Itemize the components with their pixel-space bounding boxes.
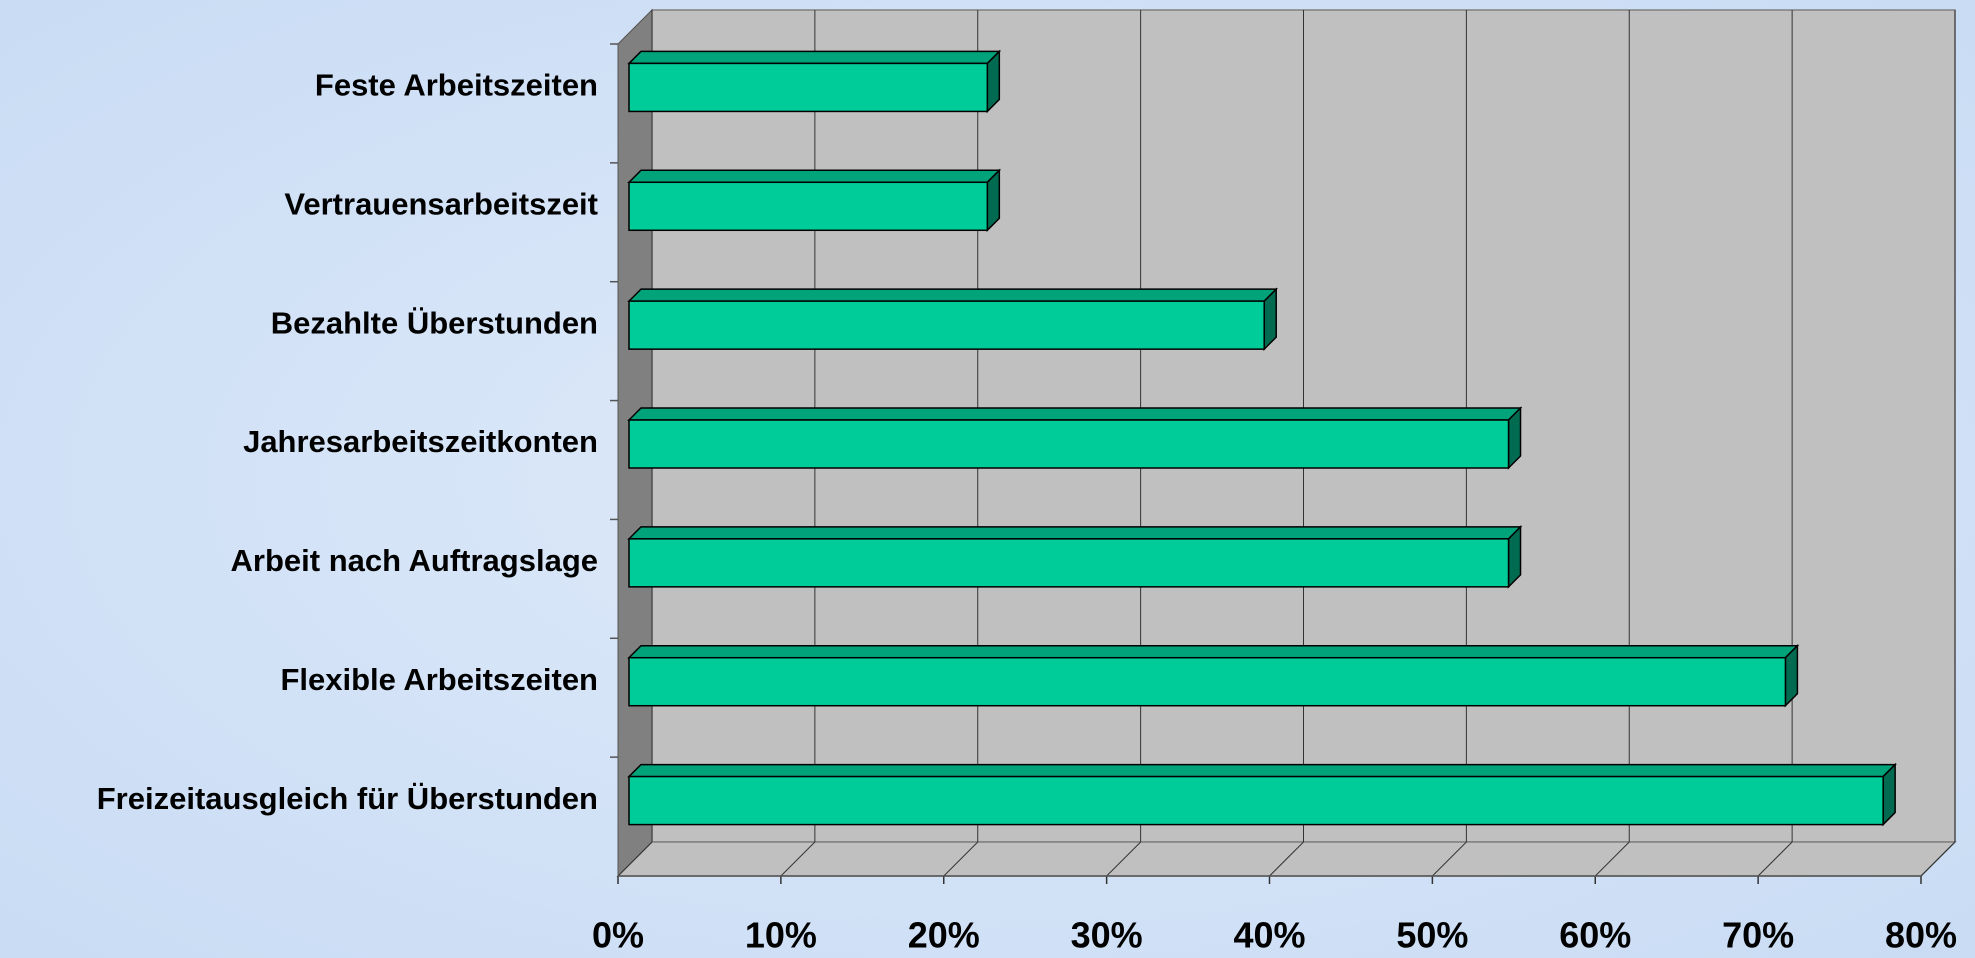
floor-grid-line: [1594, 841, 1630, 877]
x-tick-label: 20%: [908, 915, 980, 956]
bar: [628, 181, 989, 232]
bar-top: [627, 169, 1002, 184]
bar: [628, 656, 1787, 707]
floor-grid-line: [1757, 841, 1793, 877]
bar-top: [627, 644, 1800, 659]
y-tick-label: Freizeitausgleich für Überstunden: [97, 781, 598, 816]
bar-top: [627, 407, 1523, 421]
bar-top: [627, 763, 1897, 778]
bar: [628, 419, 1510, 469]
bar: [628, 775, 1884, 826]
x-tick-label: 60%: [1559, 915, 1631, 956]
bar: [628, 300, 1265, 350]
y-tick-label: Vertrauensarbeitszeit: [284, 186, 598, 221]
y-tick-label: Feste Arbeitszeiten: [315, 68, 598, 103]
floor-grid-line: [617, 841, 653, 877]
x-tick-label: 0%: [592, 915, 644, 956]
y-tick-label: Flexible Arbeitszeiten: [280, 662, 598, 697]
y-tick-label: Bezahlte Überstunden: [271, 305, 598, 340]
x-tick-label: 80%: [1885, 915, 1957, 956]
floor-grid-line: [1269, 841, 1304, 877]
y-tick-label: Arbeit nach Auftragslage: [231, 543, 598, 578]
x-tick-label: 70%: [1722, 915, 1794, 956]
floor-grid-line: [943, 841, 979, 877]
bar-top: [627, 288, 1279, 302]
floor-grid-line: [1106, 841, 1141, 877]
x-tick-label: 10%: [745, 915, 817, 956]
x-tick-label: 40%: [1233, 915, 1305, 956]
plot-area: 0% 10% 20% 30% 40% 50% 60% 70% 80% Feste Arbeitsz…: [97, 8, 1957, 956]
bar-top: [627, 50, 1002, 65]
floor-grid-line: [780, 841, 816, 877]
floor-grid-line: [1432, 841, 1467, 877]
bar-top: [627, 526, 1523, 540]
floor-grid-line: [1920, 841, 1956, 877]
y-tick-label: Jahresarbeitszeitkonten: [243, 424, 598, 459]
bar: [628, 538, 1510, 588]
x-tick-label: 50%: [1396, 915, 1468, 956]
x-tick-label: 30%: [1071, 915, 1143, 956]
bar: [628, 62, 989, 113]
